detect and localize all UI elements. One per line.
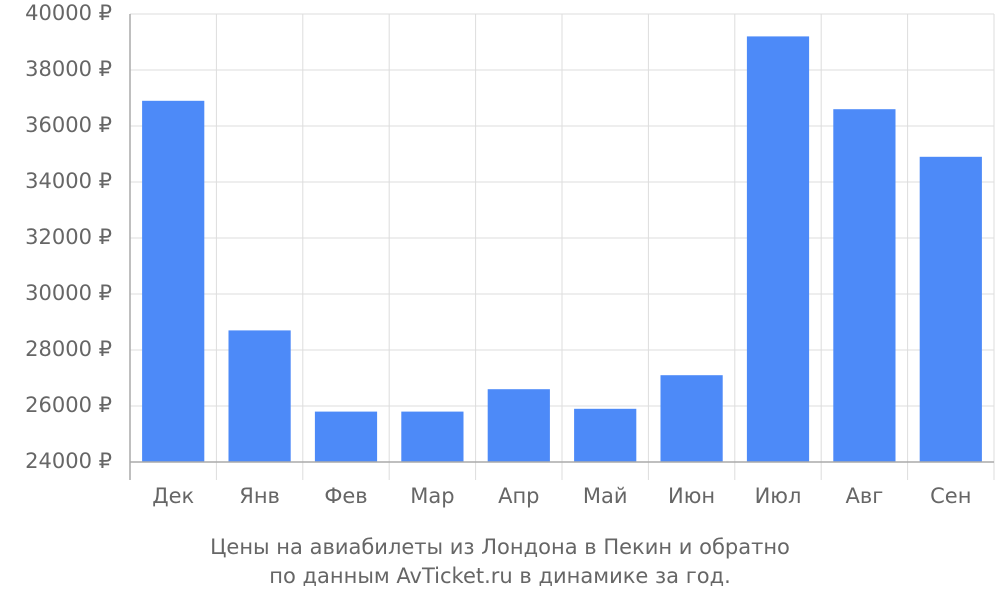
bar bbox=[574, 408, 637, 462]
bar bbox=[833, 109, 896, 462]
x-tick-label: Сен bbox=[930, 484, 971, 508]
x-tick-label: Дек bbox=[152, 484, 194, 508]
x-tick-label: Июл bbox=[755, 484, 802, 508]
x-tick-label: Май bbox=[583, 484, 628, 508]
bar bbox=[228, 330, 291, 462]
y-tick-label: 36000 ₽ bbox=[25, 113, 112, 137]
bar bbox=[487, 389, 550, 462]
y-tick-label: 30000 ₽ bbox=[25, 281, 112, 305]
x-tick-label: Авг bbox=[846, 484, 884, 508]
y-tick-label: 32000 ₽ bbox=[25, 225, 112, 249]
y-tick-label: 24000 ₽ bbox=[25, 449, 112, 473]
bar bbox=[660, 375, 723, 462]
bar bbox=[142, 100, 205, 463]
bar bbox=[401, 411, 464, 462]
x-tick-label: Фев bbox=[324, 484, 367, 508]
y-tick-label: 38000 ₽ bbox=[25, 57, 112, 81]
chart-subtitle: по данным AvTicket.ru в динамике за год. bbox=[269, 564, 731, 588]
y-tick-label: 40000 ₽ bbox=[25, 1, 112, 25]
y-tick-label: 26000 ₽ bbox=[25, 393, 112, 417]
chart-title: Цены на авиабилеты из Лондона в Пекин и … bbox=[210, 535, 790, 559]
x-tick-label: Мар bbox=[410, 484, 454, 508]
x-tick-label: Июн bbox=[668, 484, 715, 508]
x-tick-label: Апр bbox=[498, 484, 539, 508]
bar bbox=[314, 411, 378, 462]
bar bbox=[746, 36, 810, 463]
x-tick-label: Янв bbox=[239, 484, 280, 508]
y-tick-label: 28000 ₽ bbox=[25, 337, 112, 361]
bar bbox=[919, 156, 982, 463]
y-tick-label: 34000 ₽ bbox=[25, 169, 112, 193]
